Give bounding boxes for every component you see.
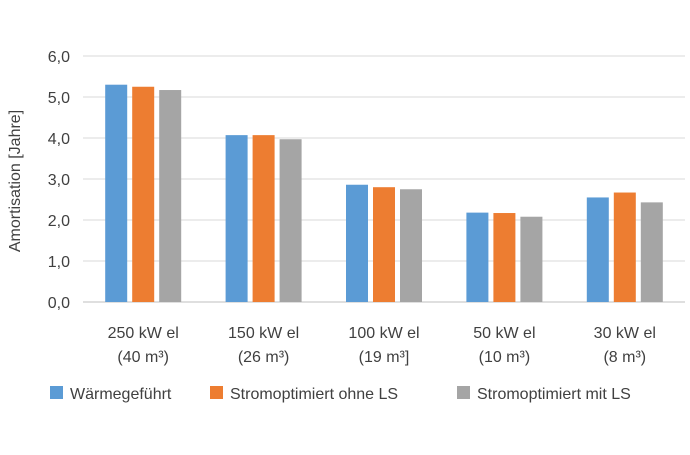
bar <box>466 212 489 302</box>
y-tick-label: 0,0 <box>48 295 70 312</box>
legend-swatch <box>457 386 470 399</box>
bar <box>279 139 302 302</box>
bar <box>586 197 609 302</box>
y-tick-label: 5,0 <box>48 90 70 107</box>
y-tick-label: 6,0 <box>48 49 70 66</box>
bar <box>400 189 422 302</box>
legend-swatch <box>210 386 223 399</box>
y-tick-label: 3,0 <box>48 172 70 189</box>
x-tick-label: 50 kW el <box>473 325 535 342</box>
y-tick-label: 4,0 <box>48 131 70 148</box>
x-tick-label: 150 kW el <box>228 325 299 342</box>
bar <box>613 192 636 302</box>
bar <box>493 213 516 302</box>
x-tick-label: 100 kW el <box>348 325 419 342</box>
legend-label: Stromoptimiert ohne LS <box>230 386 398 403</box>
x-tick-label: 30 kW el <box>594 325 656 342</box>
x-tick-label: (26 m³) <box>238 349 290 366</box>
y-axis-label: Amortisation [Jahre] <box>7 110 24 252</box>
x-tick-label: (40 m³) <box>117 349 169 366</box>
y-tick-label: 1,0 <box>48 254 70 271</box>
y-tick-label: 2,0 <box>48 213 70 230</box>
bar <box>640 202 663 302</box>
bar <box>373 187 395 302</box>
bar <box>252 135 275 302</box>
legend-label: Wärmegeführt <box>70 386 172 403</box>
x-tick-label: (8 m³) <box>603 349 646 366</box>
bar <box>225 135 248 302</box>
bar <box>105 84 128 302</box>
bar <box>159 90 182 302</box>
x-tick-label: 250 kW el <box>108 325 179 342</box>
x-tick-label: (10 m³) <box>479 349 531 366</box>
legend-label: Stromoptimiert mit LS <box>477 386 631 403</box>
x-tick-label: (19 m³] <box>359 349 410 366</box>
bar <box>520 216 543 302</box>
legend-swatch <box>50 386 63 399</box>
bar <box>346 184 368 302</box>
bar <box>132 86 155 302</box>
